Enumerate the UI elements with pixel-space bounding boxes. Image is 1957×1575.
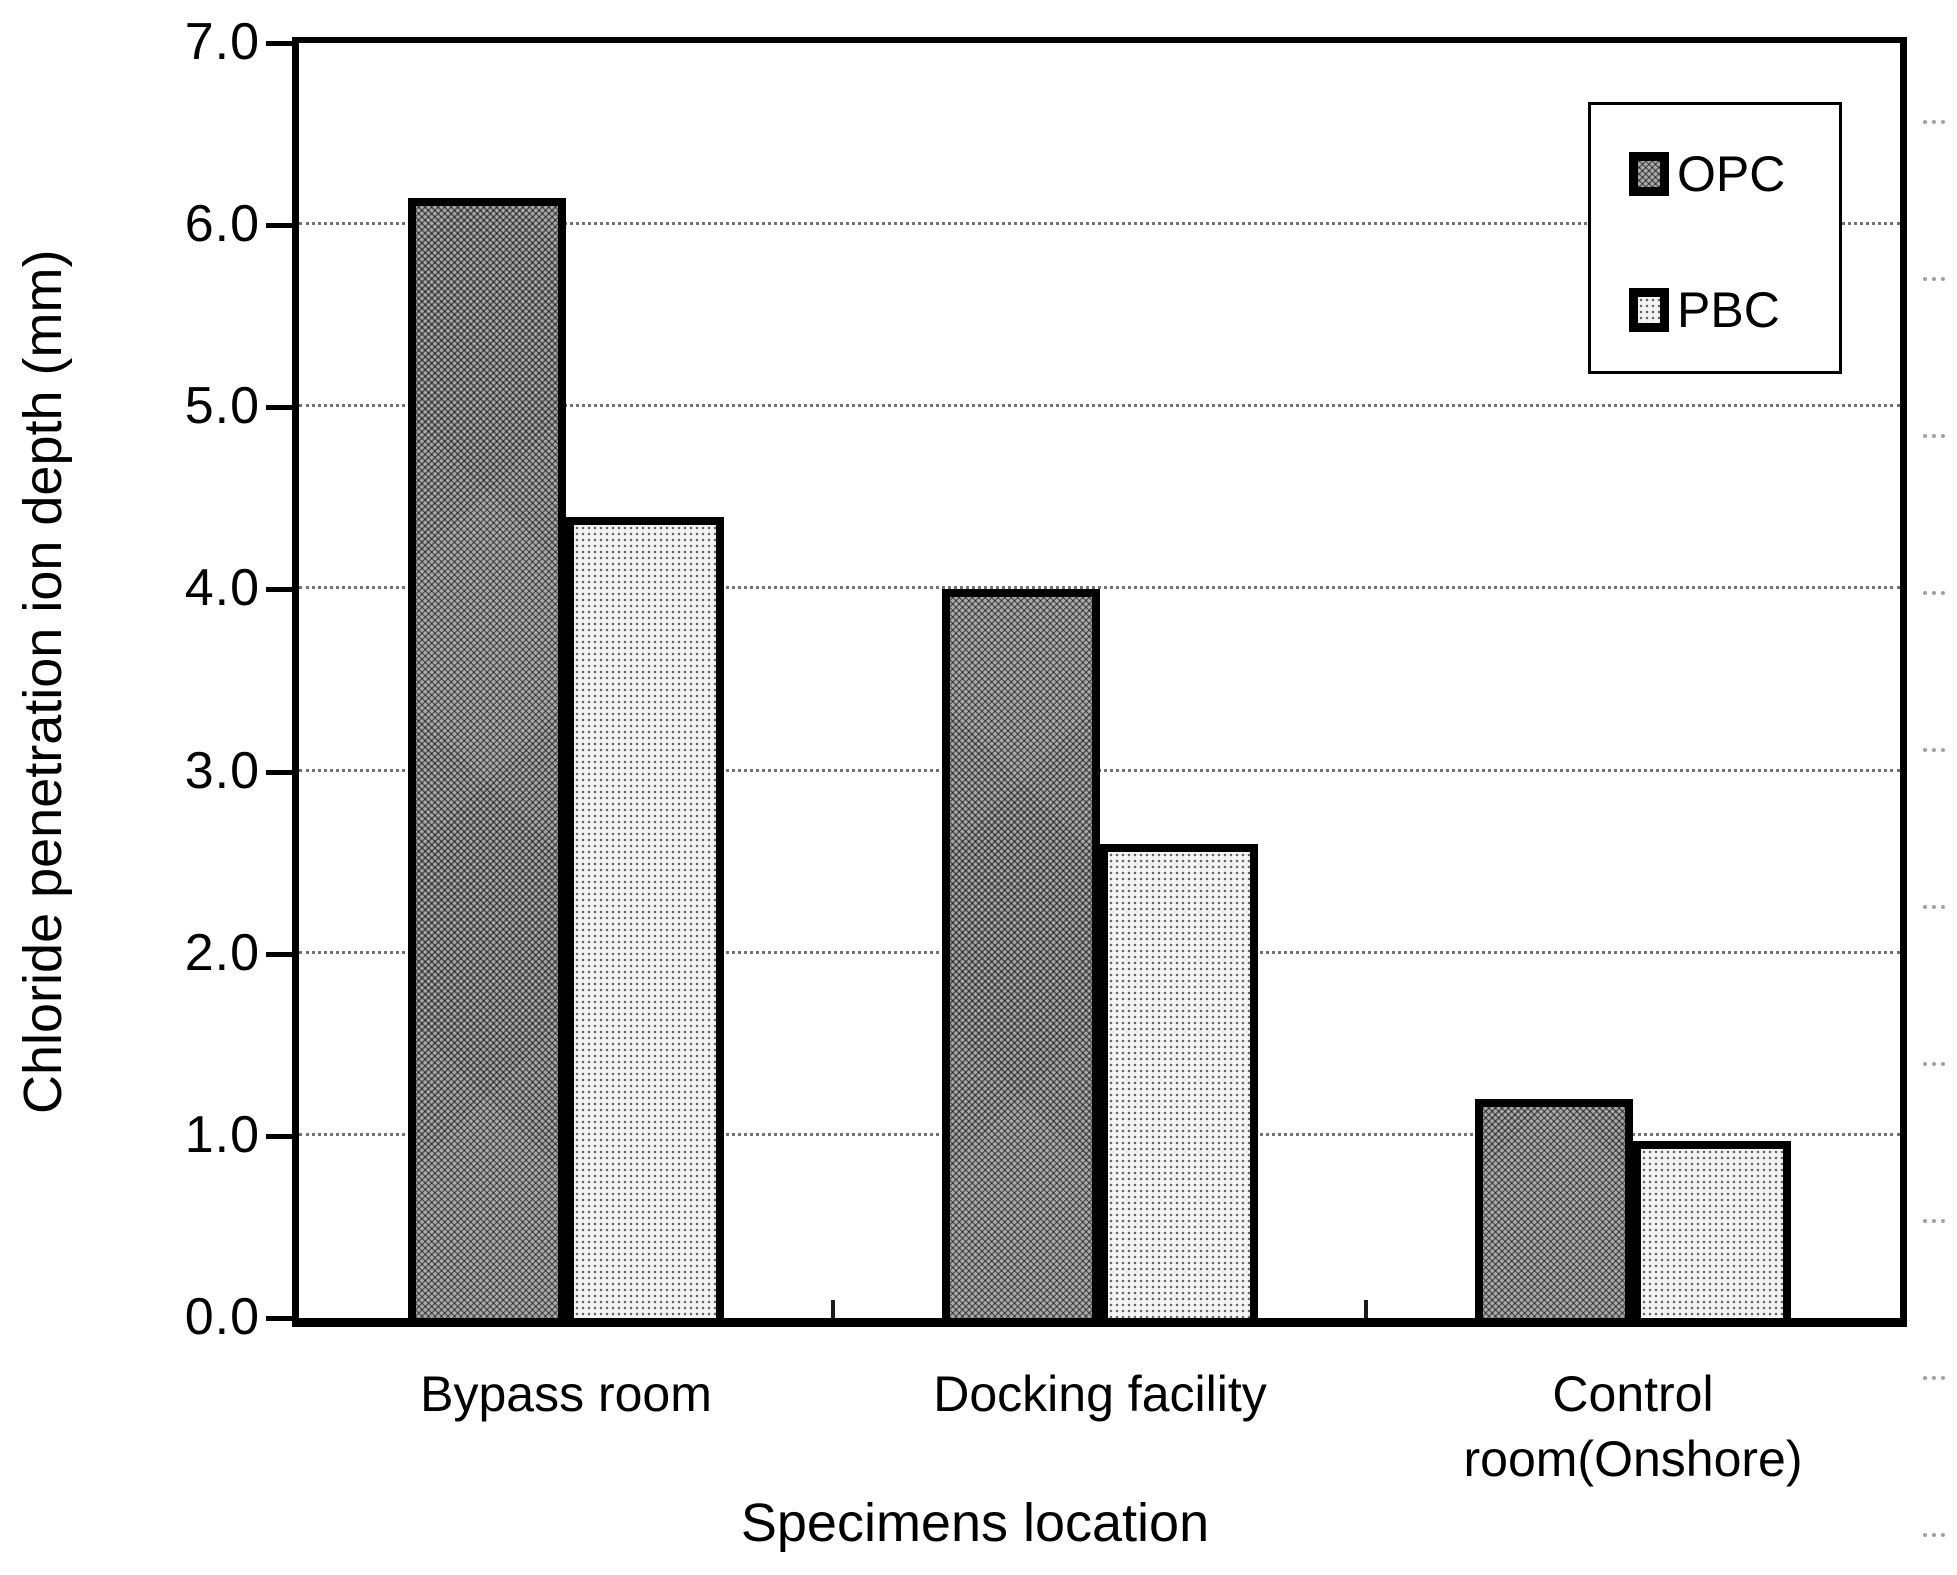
gridline-5 [299, 404, 1900, 408]
right-margin-dots-8 [1923, 1376, 1945, 1380]
right-margin-dots-2 [1923, 434, 1945, 438]
bar-opc-docking-facility [941, 589, 1100, 1318]
gridline-3 [299, 768, 1900, 772]
right-margin-dots-3 [1923, 591, 1945, 595]
category-label-control-room-onshore: Control room(Onshore) [1463, 1366, 1803, 1487]
bar-pbc-docking-facility [1099, 844, 1258, 1318]
legend: OPC PBC [1588, 102, 1842, 374]
y-tick-label-7.0: 7.0 [184, 12, 260, 71]
bar-pbc-control-room-onshore- [1633, 1141, 1792, 1318]
category-label-docking-facility: Docking facility [933, 1366, 1267, 1422]
right-margin-dots-7 [1923, 1219, 1945, 1223]
legend-swatch-opc [1629, 152, 1669, 196]
y-tick-label-3.0: 3.0 [184, 741, 260, 800]
y-tick-mark-6.0 [266, 223, 294, 229]
right-margin-dots-5 [1923, 905, 1945, 909]
y-tick-label-6.0: 6.0 [184, 194, 260, 253]
y-tick-mark-7.0 [266, 41, 294, 46]
plot-area: OPC PBC [292, 37, 1907, 1327]
bar-opc-bypass-room [407, 197, 566, 1318]
y-tick-label-4.0: 4.0 [184, 559, 260, 618]
legend-label-pbc: PBC [1677, 282, 1780, 338]
y-tick-label-2.0: 2.0 [184, 923, 260, 982]
y-tick-label-1.0: 1.0 [184, 1105, 260, 1164]
gridline-6 [299, 222, 1900, 226]
legend-item-pbc: PBC [1629, 282, 1839, 338]
right-margin-dots-6 [1923, 1062, 1945, 1066]
right-margin-dots-1 [1923, 277, 1945, 281]
x-tick-mark-2 [1364, 1300, 1369, 1318]
right-margin-dots-9 [1923, 1533, 1945, 1537]
legend-label-opc: OPC [1677, 146, 1786, 202]
y-axis-title: Chloride penetration ion depth (mm) [13, 249, 73, 1115]
right-margin-dots-0 [1923, 120, 1945, 124]
y-tick-label-5.0: 5.0 [184, 377, 260, 436]
y-tick-mark-5.0 [266, 405, 294, 411]
y-tick-mark-3.0 [266, 769, 294, 775]
y-tick-mark-2.0 [266, 951, 294, 957]
y-tick-mark-0.0 [266, 1316, 294, 1321]
bar-pbc-bypass-room [565, 516, 724, 1318]
legend-swatch-pbc [1629, 288, 1669, 332]
y-tick-mark-1.0 [266, 1133, 294, 1139]
legend-item-opc: OPC [1629, 146, 1839, 202]
x-axis-title: Specimens location [740, 1493, 1210, 1553]
x-tick-mark-1 [830, 1300, 835, 1318]
gridline-4 [299, 586, 1900, 590]
y-tick-mark-4.0 [266, 587, 294, 593]
bar-opc-control-room-onshore- [1475, 1099, 1634, 1318]
right-margin-dots-4 [1923, 748, 1945, 752]
category-label-bypass-room: Bypass room [420, 1366, 712, 1422]
y-tick-label-0.0: 0.0 [184, 1287, 260, 1346]
